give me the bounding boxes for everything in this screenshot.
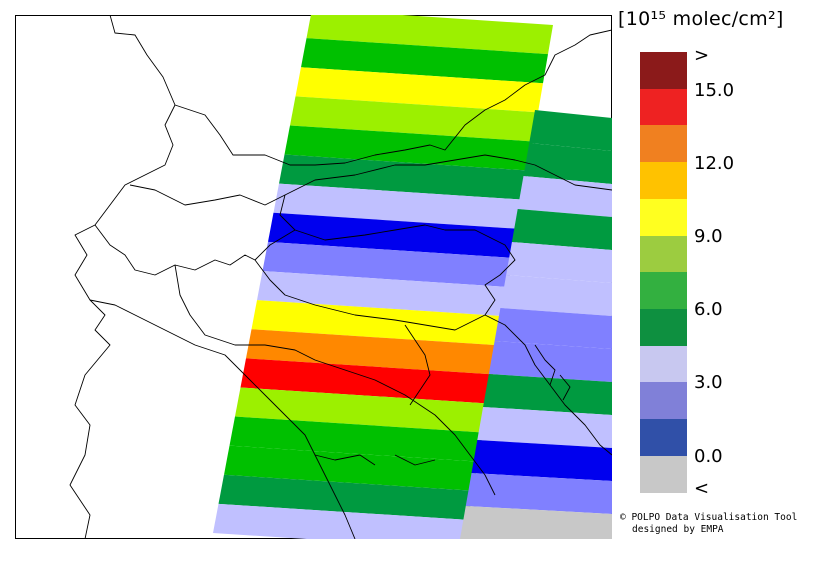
credit-line-1: © POLPO Data Visualisation Tool [620,512,798,523]
colorbar-tick-label: 3.0 [694,372,723,393]
colorbar-swatch [640,162,687,200]
map-panel [15,9,613,549]
swath-band-east [488,341,612,382]
colorbar-tick-label: 0.0 [694,446,723,467]
colorbar-tick-label: > [694,45,710,66]
legend-unit-label: [10¹⁵ molec/cm²] [618,8,784,30]
map-canvas [15,9,613,549]
swath-band-east [517,176,612,217]
swath-band [273,183,523,229]
country-borders [69,14,613,540]
satellite-swath-east [460,110,612,547]
swath-band [213,503,468,549]
swath-band [257,271,508,317]
colorbar-swatch [640,345,687,383]
swath-band-east [500,275,612,316]
swath-band [295,67,543,113]
swath-band-east [494,308,612,349]
colorbar-tick-label: 9.0 [694,226,723,247]
colorbar-swatch [640,88,687,126]
colorbar-tick-label: 15.0 [694,80,735,101]
swath-band [306,9,553,55]
swath-band [301,38,548,84]
colorbar-swatch [640,198,687,236]
swath-band [224,445,478,491]
swath-band-east [471,440,612,481]
swath-band [218,474,473,520]
satellite-swath-west [213,9,553,549]
swath-band-east [465,473,612,514]
swath-band [229,416,483,462]
colorbar-swatch [640,419,687,457]
colorbar-swatch [640,455,687,493]
swath-band-east [523,143,612,184]
colorbar-swatch [640,235,687,273]
swath-band [284,125,533,171]
colorbar-swatch [640,272,687,310]
colorbar-legend: [10¹⁵ molec/cm²] >15.0 12.0 9.0 6.0 3.0 0.0 < … [614,0,813,566]
swath-band [268,212,518,258]
swath-band [251,300,503,346]
swath-band-east [483,374,612,415]
swath-band-east [460,506,612,547]
swath-band [262,241,513,287]
swath-band-east [529,110,612,151]
colorbar-swatch [640,382,687,420]
swath-band-east [511,209,612,250]
colorbar-tick-label: 6.0 [694,299,723,320]
swath-band-east [477,407,612,448]
colorbar-tick-label: 12.0 [694,153,735,174]
swath-band [290,96,538,142]
swath-band [279,154,528,200]
colorbar-swatch [640,52,687,90]
swath-band-east [506,242,612,283]
swath-band [240,358,493,404]
colorbar-swatch [640,125,687,163]
swath-band [246,329,498,375]
colorbar-tick-label: < [694,478,710,499]
colorbar-swatch [640,308,687,347]
credit-line-2: designed by EMPA [632,524,724,535]
swath-band [235,387,488,433]
